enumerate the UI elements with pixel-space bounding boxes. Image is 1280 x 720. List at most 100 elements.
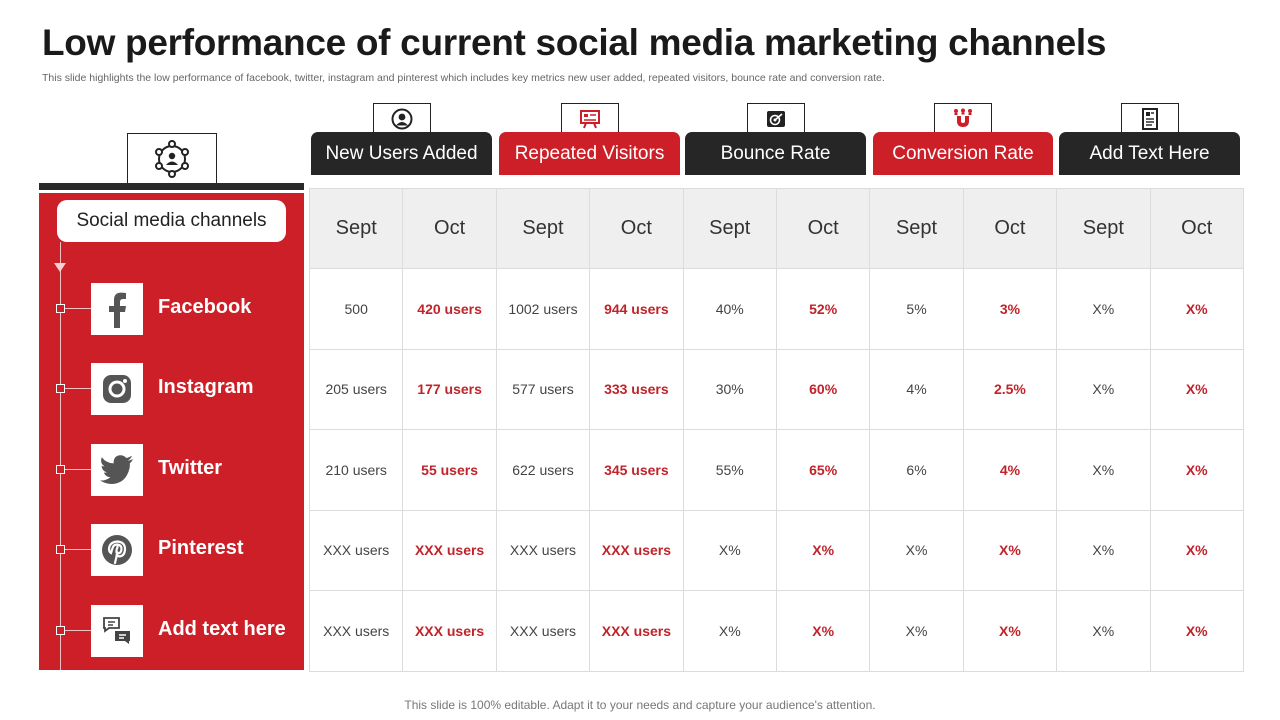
- table-cell: 420 users: [402, 268, 497, 350]
- table-cell: 944 users: [589, 268, 684, 350]
- page-title: Low performance of current social media …: [42, 22, 1107, 63]
- table-cell: XXX users: [308, 590, 404, 672]
- metric-icon-box: [934, 103, 992, 133]
- channel-item-add-text: Add text here: [55, 605, 304, 657]
- table-cell: X%: [1056, 509, 1151, 591]
- month-header: Oct: [962, 188, 1058, 269]
- table-cell: X%: [1149, 509, 1244, 591]
- table-cell: X%: [775, 509, 871, 591]
- table-cell: X%: [869, 590, 964, 672]
- timeline-connector: [65, 630, 91, 631]
- chat-bubbles-icon: [103, 617, 130, 644]
- channel-label: Pinterest: [158, 537, 244, 559]
- document-icon: [1142, 107, 1158, 130]
- footer-note: This slide is 100% editable. Adapt it to…: [404, 698, 876, 712]
- table-cell: X%: [869, 509, 964, 591]
- table-cell: X%: [682, 590, 777, 672]
- timeline-connector: [65, 308, 91, 309]
- month-header: Oct: [1149, 188, 1244, 269]
- table-cell: X%: [1149, 348, 1244, 430]
- table-cell: 577 users: [495, 348, 591, 430]
- timeline-arrow: [54, 263, 66, 272]
- timeline-dot: [56, 384, 65, 393]
- month-header: Sept: [869, 188, 964, 269]
- metric-icon-box: [373, 103, 431, 133]
- timeline-connector: [65, 388, 91, 389]
- channel-label: Facebook: [158, 296, 252, 318]
- metric-icon-box: [1121, 103, 1179, 133]
- channel-item-facebook: Facebook: [55, 283, 304, 335]
- table-cell: 30%: [682, 348, 777, 430]
- metric-icon-box: [561, 103, 619, 133]
- table-cell: 60%: [775, 348, 871, 430]
- month-header: Sept: [682, 188, 777, 269]
- user-circle-icon: [391, 108, 413, 129]
- table-cell: X%: [1056, 590, 1151, 672]
- table-cell: XXX users: [308, 509, 404, 591]
- month-header-row: Sept Oct Sept Oct Sept Oct Sept Oct Sept…: [308, 188, 1244, 269]
- channels-top-bar: [39, 183, 304, 190]
- timeline-dot: [56, 465, 65, 474]
- channel-item-pinterest: Pinterest: [55, 524, 304, 576]
- table-cell: 5%: [869, 268, 964, 350]
- table-row: XXX users XXX users XXX users XXX users …: [308, 509, 1244, 591]
- channels-icon-box: [127, 133, 217, 184]
- table-row: XXX users XXX users XXX users XXX users …: [308, 590, 1244, 672]
- metric-tab-bounce-rate: Bounce Rate: [685, 132, 866, 175]
- month-header: Sept: [495, 188, 591, 269]
- table-cell: 345 users: [589, 429, 684, 511]
- magnet-people-icon: [954, 108, 972, 127]
- pinterest-icon: [102, 535, 132, 565]
- table-cell: XXX users: [589, 590, 684, 672]
- table-cell: X%: [962, 590, 1058, 672]
- timeline-dot: [56, 304, 65, 313]
- table-cell: X%: [1056, 348, 1151, 430]
- channels-panel: [39, 193, 304, 670]
- table-cell: XXX users: [495, 590, 591, 672]
- timeline-line: [60, 242, 61, 670]
- table-cell: 4%: [962, 429, 1058, 511]
- month-header: Sept: [308, 188, 404, 269]
- timeline-connector: [65, 469, 91, 470]
- metric-tab-new-users: New Users Added: [311, 132, 492, 175]
- month-header: Oct: [589, 188, 684, 269]
- table-cell: 6%: [869, 429, 964, 511]
- channels-header: Social media channels: [57, 200, 286, 242]
- page-subtitle: This slide highlights the low performanc…: [42, 72, 885, 84]
- channel-label: Add text here: [158, 618, 286, 640]
- table-cell: X%: [775, 590, 871, 672]
- table-cell: 55 users: [402, 429, 497, 511]
- table-row: 500 420 users 1002 users 944 users 40% 5…: [308, 268, 1244, 350]
- table-cell: 1002 users: [495, 268, 591, 350]
- channel-label: Instagram: [158, 376, 254, 398]
- table-cell: X%: [1149, 429, 1244, 511]
- metrics-table: Sept Oct Sept Oct Sept Oct Sept Oct Sept…: [308, 188, 1244, 672]
- table-cell: XXX users: [402, 590, 497, 672]
- table-cell: 177 users: [402, 348, 497, 430]
- month-header: Oct: [775, 188, 871, 269]
- table-cell: X%: [1056, 429, 1151, 511]
- table-cell: XXX users: [402, 509, 497, 591]
- timeline-dot: [56, 545, 65, 554]
- metric-tab-add-text: Add Text Here: [1059, 132, 1240, 175]
- table-cell: 4%: [869, 348, 964, 430]
- table-cell: X%: [682, 509, 777, 591]
- table-cell: X%: [1149, 590, 1244, 672]
- timeline-connector: [65, 549, 91, 550]
- network-people-icon: [155, 140, 189, 178]
- metric-tab-conversion-rate: Conversion Rate: [873, 132, 1053, 175]
- table-cell: X%: [1149, 268, 1244, 350]
- facebook-icon: [109, 292, 126, 328]
- metric-tab-repeated-visitors: Repeated Visitors: [499, 132, 680, 175]
- table-cell: 205 users: [308, 348, 404, 430]
- channel-label: Twitter: [158, 457, 223, 479]
- table-cell: 2.5%: [962, 348, 1058, 430]
- table-cell: 333 users: [589, 348, 684, 430]
- month-header: Sept: [1056, 188, 1151, 269]
- table-cell: X%: [962, 509, 1058, 591]
- target-screen-icon: [767, 110, 785, 127]
- table-cell: 55%: [682, 429, 777, 511]
- table-cell: 3%: [962, 268, 1058, 350]
- table-cell: XXX users: [589, 509, 684, 591]
- timeline-dot: [56, 626, 65, 635]
